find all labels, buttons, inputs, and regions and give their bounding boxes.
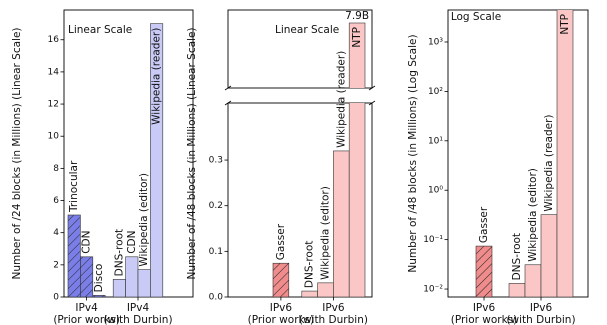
y-tick-label: 2 [53,260,59,270]
bar [317,282,334,297]
bar [67,214,81,297]
bar-label: Disco [93,264,105,293]
bar [301,290,318,297]
bar [540,214,558,297]
y-tick-label: 0.0 [209,293,224,303]
bar-label: NTP [559,14,571,35]
y-tick-label: 14 [48,67,60,77]
bar [333,150,350,297]
bar-label: Gasser [275,223,287,260]
bar-label: Wikipedia (editor) [320,186,332,280]
axis-break [368,85,376,91]
y-tick-label: 4 [53,228,59,238]
bar-label: Wikipedia (reader) [335,51,347,148]
axis-break [224,100,232,106]
bar-label: Gasser [478,206,490,243]
bar-label: DNS-root [113,229,125,276]
bar-label: Wikipedia (editor) [527,168,539,262]
y-tick-label: 0 [53,293,59,303]
x-group-note: (with Durbin) [103,314,172,325]
y-tick-label: 10⁻² [423,285,443,295]
y-tick-label: 12 [48,100,59,110]
x-group-label: IPv4 [127,302,150,314]
bar-label: Trinocular [68,160,80,213]
axes-frame [227,9,373,89]
bar [348,22,366,297]
bar [150,23,164,297]
y-axis-title: Number of /48 blocks (in Millions) (Line… [186,27,198,279]
bar [112,279,126,297]
bar-label: Wikipedia (editor) [138,173,150,267]
bar [137,269,151,297]
bar [80,256,94,297]
bar [475,245,493,297]
value-label: 7.9B [345,10,369,22]
x-group-label: IPv6 [270,302,293,314]
y-tick-label: 10⁻¹ [423,235,443,245]
bar-label: Wikipedia (reader) [151,28,163,125]
x-group-note: (Prior works) [248,314,315,325]
x-group-note: (with Durbin) [506,314,575,325]
x-group-label: IPv4 [75,302,98,314]
y-tick-label: 0.2 [209,201,223,211]
axis-break [368,100,376,106]
y-axis-title: Number of /48 blocks (in Millions) (Log … [407,34,419,272]
y-axis-title: Number of /24 blocks (in Millions) (Line… [11,27,23,279]
bars [67,23,164,297]
axes-frame [227,102,373,298]
bar [524,264,542,297]
bar [508,283,526,297]
y-tick-label: 10 [48,132,60,142]
x-group-label: IPv6 [322,302,345,314]
bar [92,295,106,297]
y-tick-label: 0.3 [209,156,223,166]
y-tick-label: 6 [53,196,59,206]
bar [272,262,290,297]
x-group-note: (Prior works) [53,314,120,325]
x-group-label: IPv6 [473,302,496,314]
bar-label: DNS-root [511,233,523,280]
y-tick-label: 16 [48,35,60,45]
bar-label: Wikipedia (reader) [543,114,555,211]
x-group-note: (with Durbin) [299,314,368,325]
bar-label: DNS-root [304,241,316,288]
y-tick-label: 10³ [428,37,443,47]
x-group-label: IPv6 [530,302,553,314]
bar [125,256,139,297]
scale-annotation: Log Scale [451,11,501,23]
y-tick-label: 10² [428,87,443,97]
y-tick-label: 10⁰ [428,186,443,196]
bar-label: CDN [126,231,138,254]
bars [475,10,574,297]
y-tick-label: 8 [53,164,59,174]
y-tick-label: 0.1 [209,247,223,257]
bar-label: CDN [81,231,93,254]
scale-annotation: Linear Scale [68,24,132,36]
bar-label: NTP [351,27,363,48]
scale-annotation: Linear Scale [275,24,339,36]
axis-break [224,85,232,91]
bar [556,10,574,297]
y-tick-label: 10¹ [428,136,443,146]
x-group-note: (Prior works) [451,314,518,325]
